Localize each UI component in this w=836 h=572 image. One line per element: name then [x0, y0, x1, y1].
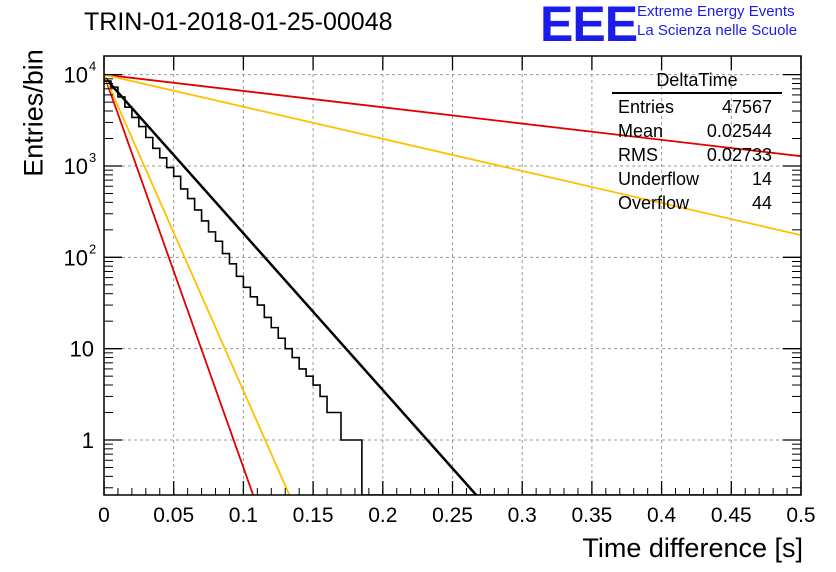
- fit-line: [104, 75, 478, 495]
- stats-label: Mean: [618, 121, 664, 141]
- y-tick-label: 10: [64, 63, 88, 88]
- histogram: [104, 80, 801, 495]
- x-tick-label: 0.15: [293, 504, 334, 527]
- x-axis-label: Time difference [s]: [582, 533, 803, 563]
- stats-value: 44: [751, 193, 772, 213]
- x-tick-label: 0.45: [711, 504, 752, 527]
- stats-value: 0.02733: [706, 145, 772, 165]
- stats-box: DeltaTime Entries 47567 Mean 0.02544 RMS…: [612, 70, 782, 214]
- stats-row-underflow: Underflow 14: [612, 166, 782, 190]
- stats-row-overflow: Overflow 44: [612, 190, 782, 214]
- x-tick-label: 0: [98, 504, 110, 527]
- stats-row-rms: RMS 0.02733: [612, 142, 782, 166]
- x-tick-label: 0.3: [508, 504, 537, 527]
- x-tick-label: 0.2: [368, 504, 397, 527]
- x-tick-label: 0.1: [229, 504, 258, 527]
- x-tick-label: 0.5: [786, 504, 815, 527]
- stats-label: Entries: [618, 97, 675, 117]
- y-tick-exponent: 3: [89, 150, 96, 165]
- stats-row-mean: Mean 0.02544: [612, 118, 782, 142]
- series-line-4: [104, 74, 255, 495]
- y-tick-label: 1: [82, 428, 94, 453]
- stats-row-entries: Entries 47567: [612, 94, 782, 118]
- y-tick-exponent: 4: [89, 59, 96, 74]
- stats-label: Overflow: [618, 193, 690, 213]
- y-tick-exponent: 2: [89, 241, 96, 256]
- logo-subtitle-line2: La Scienza nelle Scuole: [637, 22, 798, 39]
- y-tick-label: 10: [64, 245, 88, 270]
- series-line-2: [104, 73, 801, 158]
- stats-label: Underflow: [618, 169, 700, 189]
- stats-value: 0.02544: [706, 121, 772, 141]
- eee-logo: EEE: [540, 0, 638, 52]
- stats-label: RMS: [618, 145, 658, 165]
- series-line-3: [104, 73, 801, 237]
- x-tick-label: 0.05: [153, 504, 194, 527]
- chart-title: TRIN-01-2018-01-25-00048: [84, 8, 393, 36]
- x-tick-label: 0.4: [647, 504, 677, 527]
- stats-value: 14: [751, 169, 772, 189]
- stats-box-title: DeltaTime: [612, 70, 782, 94]
- x-tick-label: 0.25: [432, 504, 473, 527]
- y-tick-label: 10: [64, 154, 88, 179]
- stats-value: 47567: [721, 97, 772, 117]
- logo-subtitle-line1: Extreme Energy Events: [637, 3, 795, 20]
- x-tick-label: 0.35: [571, 504, 612, 527]
- series-line-5: [104, 74, 291, 495]
- y-tick-label: 10: [70, 337, 94, 362]
